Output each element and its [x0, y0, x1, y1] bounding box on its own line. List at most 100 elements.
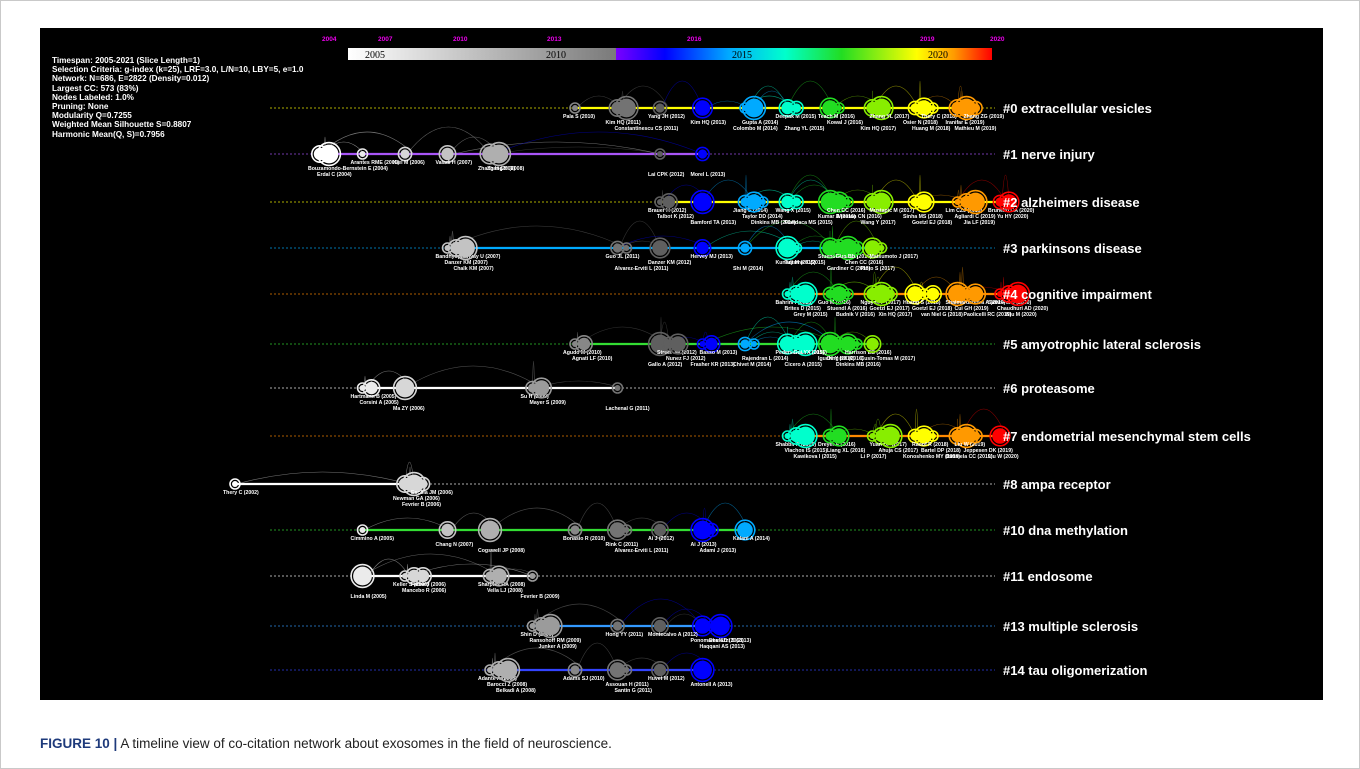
node-label: Budnik V (2016)	[836, 312, 875, 318]
citation-node-ring	[486, 141, 512, 167]
citation-node	[796, 284, 815, 304]
node-label: Iranifar E (2019)	[946, 120, 985, 126]
cluster-label: #1 nerve injury	[1003, 147, 1096, 162]
node-label: Jia LF (2019)	[964, 220, 996, 226]
node-label: Sinha MS (2018)	[903, 214, 943, 220]
node-label: Ding HX (2016)	[827, 356, 864, 362]
citation-node	[751, 341, 757, 347]
citation-node	[864, 240, 881, 256]
node-label: Brauer H (2012)	[648, 208, 687, 214]
citation-arc	[489, 507, 585, 531]
citation-node-ring	[438, 520, 457, 539]
node-label: Nunez FJ (2012)	[666, 356, 706, 362]
node-label: Danzer KM (2012)	[648, 260, 692, 266]
citation-node	[831, 194, 847, 210]
citation-node-ring	[789, 194, 804, 210]
node-label: Wang Y (2017)	[861, 220, 896, 226]
node-label: Kiel M (2006)	[393, 160, 425, 166]
node-label: Vella LJ (2008)	[487, 588, 523, 594]
citation-node-ring	[875, 242, 888, 254]
citation-node	[416, 569, 430, 583]
node-label: Taylor DD (2014)	[742, 214, 783, 220]
citation-node-ring	[356, 524, 369, 536]
citation-node-ring	[620, 664, 633, 676]
citation-node	[541, 616, 560, 636]
node-label: Winston CN (2016)	[836, 214, 882, 220]
citation-node	[784, 291, 791, 297]
citation-node	[402, 573, 408, 579]
node-label: Pedersen MF (2015)	[776, 350, 825, 356]
node-label: Danzer KM (2007)	[445, 260, 489, 266]
cluster-label: #7 endometrial mesenchymal stem cells	[1003, 429, 1251, 444]
caption-text: A timeline view of co-citation network a…	[120, 736, 612, 751]
citation-node	[623, 245, 630, 251]
citation-node	[653, 619, 667, 633]
citation-node	[831, 428, 847, 444]
citation-node-ring	[878, 423, 903, 449]
citation-node	[926, 287, 940, 301]
citation-node	[697, 149, 708, 159]
citation-node-ring	[538, 613, 563, 639]
citation-node	[609, 662, 626, 678]
node-label: Ahuja CS (2017)	[879, 448, 919, 454]
node-label: Zhang ZG (2019)	[964, 114, 1005, 120]
node-label: Cui GH (2019)	[955, 306, 989, 312]
citation-node-ring	[968, 428, 983, 444]
citation-node	[232, 481, 238, 487]
node-label: Huang M (2018)	[912, 126, 951, 132]
citation-node	[779, 336, 796, 352]
node-label: Kalani A (2014)	[733, 536, 770, 542]
citation-node	[793, 245, 800, 251]
node-label: Dinkins MB (2016)	[836, 362, 881, 368]
node-label: Konoshenko MY (2018)	[903, 454, 960, 460]
citation-node-ring	[869, 189, 894, 215]
node-label: Arantes RME (2005)	[351, 160, 400, 166]
cluster-label: #8 ampa receptor	[1003, 477, 1111, 492]
node-label: Rajendran L (2014)	[742, 356, 789, 362]
citation-node-ring	[488, 565, 510, 587]
node-label: Thery C (2018)	[921, 114, 957, 120]
node-label: Goetzl EJ (2017)	[870, 306, 910, 312]
citation-node-ring	[350, 563, 375, 589]
node-label: Bamford TA (2013)	[691, 220, 737, 226]
citation-node	[441, 147, 454, 161]
node-label: Saint-Pol J (2020)	[988, 300, 1032, 306]
citation-node-ring	[849, 240, 865, 256]
citation-node	[353, 566, 372, 586]
cluster-label: #14 tau oligomerization	[1003, 663, 1148, 678]
citation-node	[796, 426, 815, 446]
citation-node	[854, 341, 860, 347]
citation-node-ring	[652, 100, 668, 116]
cluster-label: #4 cognitive impairment	[1003, 287, 1152, 302]
citation-node-ring	[690, 189, 715, 215]
citation-arc	[744, 321, 835, 345]
node-label: Gallo A (2012)	[648, 362, 682, 368]
timeline-figure: 2005 2010 2015 2020 2004 2007 2010 2013 …	[40, 28, 1323, 700]
citation-node	[572, 341, 578, 347]
node-label: Bahrini I (2015)	[776, 300, 813, 306]
stat-line: Pruning: None	[52, 102, 109, 112]
citation-node-ring	[869, 95, 894, 121]
node-label: Basso M (2013)	[700, 350, 738, 356]
node-label: Liu W (2019)	[955, 442, 986, 448]
citation-node-ring	[659, 193, 678, 212]
citation-node	[365, 381, 378, 395]
node-label: Fevrier B (2009)	[521, 594, 560, 600]
citation-node-ring	[704, 522, 719, 538]
node-label: Grey M (2015)	[794, 312, 828, 318]
node-label: Fevrier B (2006)	[402, 502, 441, 508]
node-label: Cicero A (2015)	[785, 362, 823, 368]
node-label: Belkadi A (2008)	[496, 688, 536, 694]
node-label: Faure J (2006)	[411, 582, 446, 588]
node-label: Paolicelli RC (2019)	[964, 312, 1012, 318]
citation-node	[845, 199, 851, 205]
citation-node-ring	[748, 338, 760, 350]
node-label: Junker A (2009)	[539, 644, 578, 650]
color-bar-grey	[348, 48, 616, 60]
citation-node	[696, 241, 709, 255]
node-label: Xin HQ (2017)	[879, 312, 913, 318]
citation-arc	[368, 558, 410, 577]
node-label: Frasher KR (2013)	[691, 362, 736, 368]
node-label: Bonasio R (2010)	[563, 536, 605, 542]
figure-caption: FIGURE 10 | A timeline view of co-citati…	[40, 736, 612, 751]
